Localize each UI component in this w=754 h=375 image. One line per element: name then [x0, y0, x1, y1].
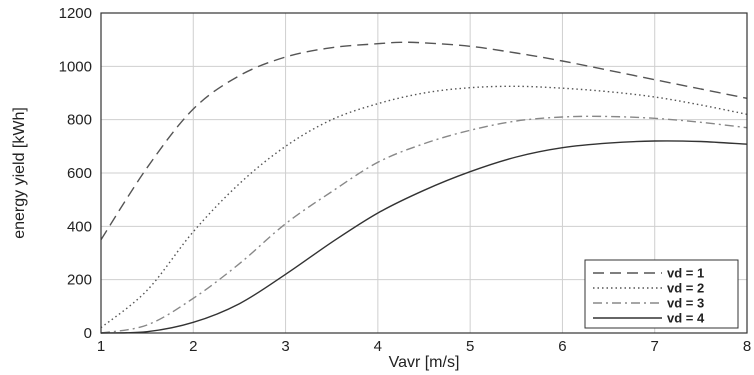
- plot-frame: [100, 12, 748, 334]
- x-tick-label: 7: [651, 338, 659, 355]
- x-tick-label: 6: [558, 338, 566, 355]
- y-axis-label: energy yield [kWh]: [11, 107, 28, 239]
- y-tick-label: 1200: [59, 5, 92, 22]
- x-tick-labels: 1 2 3 4 5 6 7 8: [97, 338, 751, 355]
- series-lines: [100, 41, 748, 334]
- x-tick-label: 4: [374, 338, 382, 355]
- x-tick-label: 5: [466, 338, 474, 355]
- y-tick-label: 400: [67, 218, 92, 235]
- x-tick-label: 1: [97, 338, 105, 355]
- x-tick-label: 3: [281, 338, 289, 355]
- x-tick-label: 8: [743, 338, 751, 355]
- series-line-vd-4: [100, 140, 748, 334]
- series-line-vd-2: [100, 85, 748, 329]
- legend-label-vd-3: vd = 3: [667, 296, 704, 311]
- y-tick-label: 800: [67, 112, 92, 129]
- series-line-vd-1: [100, 41, 748, 241]
- x-axis-label: Vavr [m/s]: [389, 354, 460, 371]
- y-tick-label: 600: [67, 165, 92, 182]
- y-tick-label: 0: [84, 325, 92, 342]
- series-line-vd-3: [100, 115, 748, 334]
- legend-label-vd-4: vd = 4: [667, 311, 705, 326]
- y-tick-label: 1000: [59, 58, 92, 75]
- y-tick-labels: 0 200 400 600 800 1000 1200: [59, 5, 92, 342]
- legend-box: [584, 259, 739, 329]
- x-tick-label: 2: [189, 338, 197, 355]
- legend-label-vd-1: vd = 1: [667, 266, 704, 281]
- legend-label-vd-2: vd = 2: [667, 281, 704, 296]
- y-tick-label: 200: [67, 272, 92, 289]
- legend: vd = 1vd = 2vd = 3vd = 4: [584, 259, 739, 329]
